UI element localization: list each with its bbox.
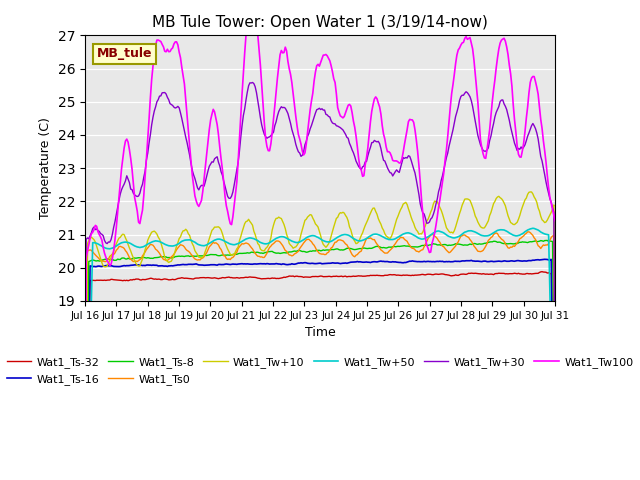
Wat1_Tw+50 [525,227,532,232]
Wat1_Ts0 [551,407,559,412]
Wat1_Ts-32 [139,276,147,282]
Wat1_Ts-8 [543,238,551,243]
Wat1_Ts-8 [525,239,532,245]
Wat1_Ts0 [524,229,531,235]
Wat1_Tw+10 [221,240,229,246]
Wat1_Tw+30 [221,184,229,190]
Wat1_Ts-16 [244,261,252,267]
Wat1_Ts-8 [244,250,252,256]
Wat1_Tw+30 [244,83,252,89]
Y-axis label: Temperature (C): Temperature (C) [39,117,52,219]
Wat1_Tw+30 [551,451,559,457]
Wat1_Ts0 [527,230,534,236]
Wat1_Tw+10 [287,242,294,248]
Wat1_Tw+50 [287,238,294,243]
Wat1_Ts-16 [139,263,147,268]
Wat1_Ts-32 [538,269,546,275]
X-axis label: Time: Time [305,326,335,339]
Wat1_Tw+30 [139,181,147,187]
Wat1_Tw+50 [237,239,244,245]
Wat1_Ts-16 [237,261,244,266]
Wat1_Tw+10 [139,256,147,262]
Wat1_Tw100 [244,8,252,13]
Wat1_Tw+10 [551,382,559,388]
Wat1_Tw100 [551,218,559,224]
Wat1_Tw+10 [527,189,534,195]
Wat1_Tw+30 [527,126,534,132]
Legend: Wat1_Ts-32, Wat1_Ts-16, Wat1_Ts-8, Wat1_Ts0, Wat1_Tw+10, Wat1_Tw+50, Wat1_Tw+30,: Wat1_Ts-32, Wat1_Ts-16, Wat1_Ts-8, Wat1_… [2,353,638,389]
Wat1_Tw100 [237,113,244,119]
Line: Wat1_Tw+30: Wat1_Tw+30 [85,83,555,469]
Wat1_Ts-32 [287,273,294,279]
Wat1_Tw+50 [244,235,252,241]
Wat1_Ts0 [237,242,244,248]
Wat1_Ts-8 [139,254,147,260]
Wat1_Ts-8 [221,252,229,258]
Wat1_Ts-8 [287,249,294,255]
Wat1_Tw100 [249,0,257,4]
Wat1_Ts0 [139,253,147,259]
Line: Wat1_Ts-16: Wat1_Ts-16 [85,259,555,480]
Wat1_Ts-32 [244,274,252,280]
Title: MB Tule Tower: Open Water 1 (3/19/14-now): MB Tule Tower: Open Water 1 (3/19/14-now… [152,15,488,30]
Wat1_Tw100 [221,193,229,199]
Line: Wat1_Ts-8: Wat1_Ts-8 [85,240,555,480]
Line: Wat1_Ts-32: Wat1_Ts-32 [85,272,555,480]
Wat1_Tw+30 [81,467,89,472]
Line: Wat1_Ts0: Wat1_Ts0 [85,232,555,480]
Wat1_Ts-16 [541,256,548,262]
Wat1_Tw+50 [139,244,147,250]
Wat1_Tw+30 [237,135,244,141]
Wat1_Tw+50 [221,239,229,244]
Wat1_Ts-32 [525,271,532,276]
Wat1_Tw+30 [288,127,296,132]
Wat1_Ts-16 [287,262,294,267]
Text: MB_tule: MB_tule [97,48,152,60]
Line: Wat1_Tw+50: Wat1_Tw+50 [85,228,555,480]
Wat1_Tw+30 [249,80,257,85]
Wat1_Tw+10 [244,216,252,222]
Wat1_Ts-32 [237,275,244,281]
Wat1_Tw+10 [525,190,532,195]
Wat1_Tw100 [288,80,296,85]
Wat1_Tw100 [139,207,147,213]
Wat1_Ts-8 [237,251,244,256]
Line: Wat1_Tw100: Wat1_Tw100 [85,1,555,480]
Wat1_Ts-16 [525,258,532,264]
Wat1_Ts0 [244,241,252,247]
Wat1_Ts-32 [221,275,229,281]
Line: Wat1_Tw+10: Wat1_Tw+10 [85,192,555,480]
Wat1_Ts-8 [551,469,559,475]
Wat1_Ts0 [221,253,229,259]
Wat1_Tw+10 [237,234,244,240]
Wat1_Tw+50 [529,226,537,231]
Wat1_Ts0 [287,252,294,258]
Wat1_Tw100 [527,80,534,85]
Wat1_Ts-16 [221,261,229,267]
